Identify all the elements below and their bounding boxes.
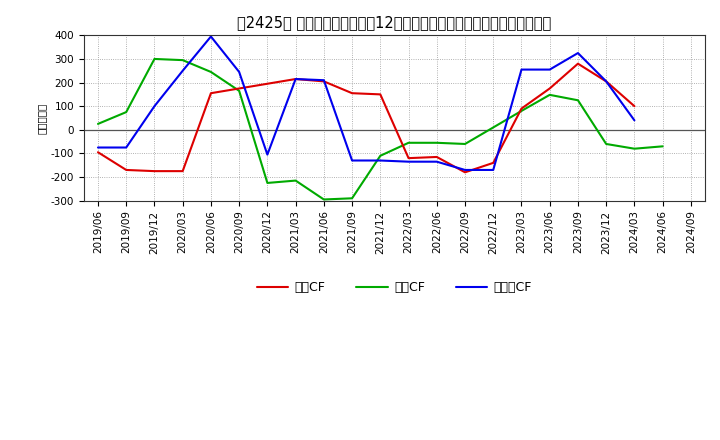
営業CF <box>94 150 102 155</box>
Line: 投資CF: 投資CF <box>98 59 662 199</box>
フリーCF <box>630 118 639 123</box>
フリーCF <box>602 79 611 84</box>
投資CF <box>461 141 469 147</box>
投資CF <box>94 121 102 127</box>
投資CF <box>658 144 667 149</box>
投資CF <box>320 197 328 202</box>
フリーCF <box>574 51 582 56</box>
投資CF <box>292 178 300 183</box>
フリーCF <box>235 70 243 75</box>
営業CF <box>602 79 611 84</box>
営業CF <box>376 92 384 97</box>
フリーCF <box>94 145 102 150</box>
営業CF <box>235 86 243 91</box>
投資CF <box>348 196 356 201</box>
営業CF <box>348 91 356 96</box>
Title: 【2425】 キャッシュフローの12か月移動合計の対前年同期増減額の推移: 【2425】 キャッシュフローの12か月移動合計の対前年同期増減額の推移 <box>238 15 552 30</box>
フリーCF <box>404 159 413 164</box>
投資CF <box>517 108 526 114</box>
投資CF <box>235 88 243 93</box>
営業CF <box>150 169 159 174</box>
投資CF <box>574 98 582 103</box>
投資CF <box>122 110 130 115</box>
営業CF <box>207 91 215 96</box>
フリーCF <box>179 68 187 73</box>
営業CF <box>630 103 639 109</box>
投資CF <box>602 141 611 147</box>
フリーCF <box>122 145 130 150</box>
営業CF <box>122 167 130 172</box>
営業CF <box>263 81 271 86</box>
フリーCF <box>376 158 384 163</box>
フリーCF <box>433 159 441 164</box>
営業CF <box>433 154 441 160</box>
営業CF <box>461 170 469 175</box>
フリーCF <box>207 34 215 39</box>
フリーCF <box>292 77 300 82</box>
Y-axis label: （百万円）: （百万円） <box>37 103 47 134</box>
投資CF <box>545 92 554 98</box>
投資CF <box>376 153 384 158</box>
営業CF <box>574 61 582 66</box>
営業CF <box>320 79 328 84</box>
フリーCF <box>461 167 469 172</box>
フリーCF <box>545 67 554 72</box>
投資CF <box>207 70 215 75</box>
投資CF <box>630 146 639 151</box>
フリーCF <box>348 158 356 163</box>
Legend: 営業CF, 投資CF, フリーCF: 営業CF, 投資CF, フリーCF <box>252 276 537 299</box>
営業CF <box>179 169 187 174</box>
フリーCF <box>150 103 159 109</box>
フリーCF <box>263 152 271 157</box>
投資CF <box>404 140 413 146</box>
投資CF <box>263 180 271 186</box>
投資CF <box>489 125 498 130</box>
営業CF <box>517 106 526 111</box>
Line: 営業CF: 営業CF <box>98 64 634 172</box>
Line: フリーCF: フリーCF <box>98 37 634 170</box>
営業CF <box>404 155 413 161</box>
フリーCF <box>517 67 526 72</box>
投資CF <box>150 56 159 62</box>
営業CF <box>489 160 498 165</box>
営業CF <box>292 77 300 82</box>
投資CF <box>433 140 441 146</box>
投資CF <box>179 58 187 63</box>
フリーCF <box>320 77 328 83</box>
フリーCF <box>489 167 498 172</box>
営業CF <box>545 86 554 91</box>
